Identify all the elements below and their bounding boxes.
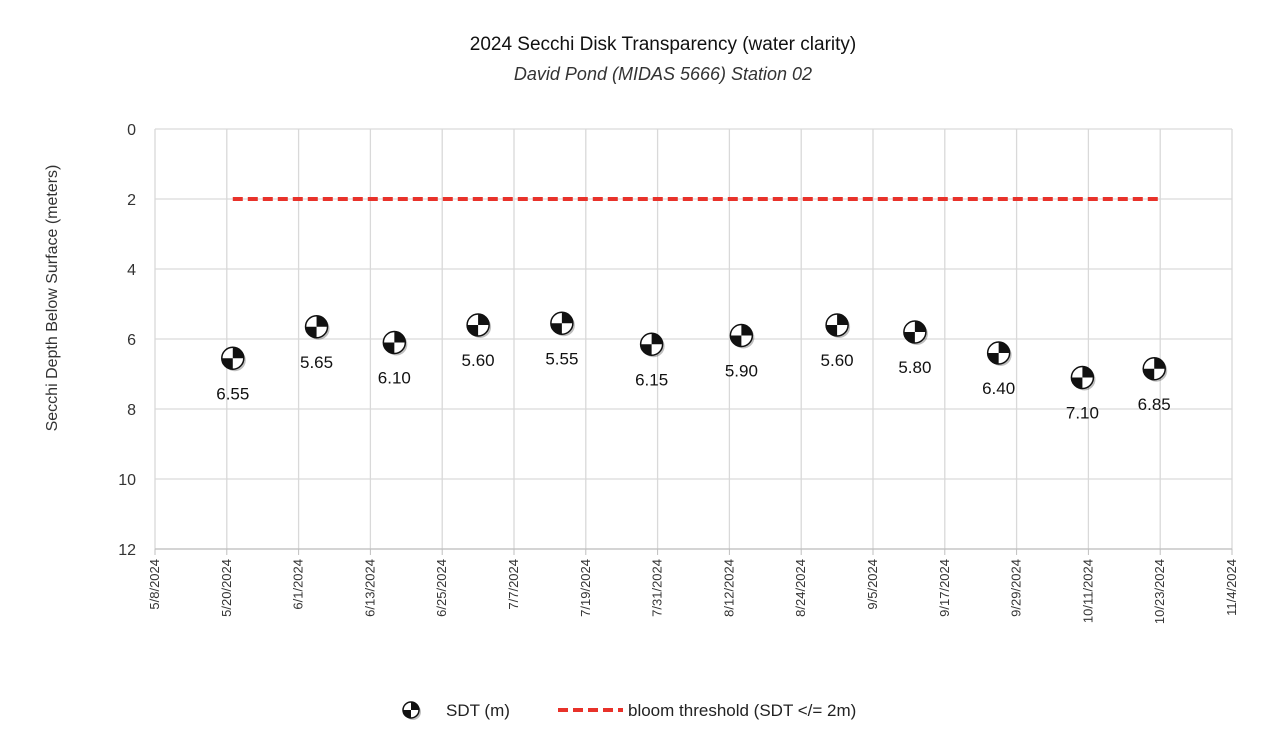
x-tick-label: 8/12/2024 xyxy=(721,559,736,617)
data-label: 5.55 xyxy=(545,349,578,368)
x-tick-label: 11/4/2024 xyxy=(1224,559,1239,616)
sdt-point xyxy=(639,332,665,358)
sdt-point xyxy=(903,320,928,345)
y-tick-label: 8 xyxy=(127,402,136,419)
x-tick-label: 9/5/2024 xyxy=(865,559,880,610)
y-tick-label: 10 xyxy=(118,472,136,489)
data-label: 5.65 xyxy=(300,353,333,372)
legend: SDT (m) bloom threshold (SDT </= 2m) xyxy=(402,701,856,720)
x-tick-label: 5/20/2024 xyxy=(219,559,234,617)
legend-marker-sdt xyxy=(402,701,421,720)
x-tick-label: 10/23/2024 xyxy=(1152,559,1167,624)
y-axis-ticks: 0 2 4 6 8 10 12 xyxy=(118,122,136,559)
data-label: 6.15 xyxy=(635,370,668,389)
data-label: 5.60 xyxy=(821,351,854,370)
sdt-point xyxy=(729,323,755,349)
x-axis-ticks: 5/8/2024 5/20/2024 6/1/2024 6/13/2024 6/25/2… xyxy=(147,559,1239,624)
x-tick-label: 6/13/2024 xyxy=(362,559,377,617)
y-tick-label: 6 xyxy=(127,332,136,349)
sdt-series xyxy=(221,311,1168,391)
x-tick-label: 9/29/2024 xyxy=(1009,559,1024,617)
x-tick-label: 9/17/2024 xyxy=(937,559,952,617)
y-tick-label: 0 xyxy=(127,122,136,139)
grid xyxy=(154,128,1233,555)
x-tick-label: 7/31/2024 xyxy=(650,559,665,617)
data-label: 5.90 xyxy=(725,362,758,381)
sdt-point xyxy=(550,311,575,337)
x-tick-label: 10/11/2024 xyxy=(1080,559,1095,623)
sdt-point xyxy=(1070,365,1096,391)
legend-disk-icon xyxy=(402,701,421,720)
data-label: 5.60 xyxy=(462,351,495,370)
data-label: 5.80 xyxy=(898,358,931,377)
y-tick-label: 2 xyxy=(127,192,136,209)
sdt-point xyxy=(1142,357,1168,382)
data-labels: 6.55 5.65 6.10 5.60 5.55 6.15 5.90 5.60 5.80 6.40… xyxy=(216,349,1171,422)
data-label: 7.10 xyxy=(1066,404,1099,423)
sdt-point xyxy=(382,330,408,356)
data-label: 6.55 xyxy=(216,384,249,403)
y-tick-label: 12 xyxy=(118,542,136,559)
x-tick-label: 8/24/2024 xyxy=(793,559,808,617)
x-tick-label: 7/19/2024 xyxy=(578,559,593,617)
y-tick-label: 4 xyxy=(127,262,136,279)
chart-subtitle: David Pond (MIDAS 5666) Station 02 xyxy=(514,64,812,84)
data-label: 6.10 xyxy=(378,369,411,388)
sdt-point xyxy=(304,315,330,340)
chart-title: 2024 Secchi Disk Transparency (water cla… xyxy=(470,34,856,55)
data-label: 6.40 xyxy=(982,379,1015,398)
x-tick-label: 7/7/2024 xyxy=(506,559,521,610)
sdt-point xyxy=(466,313,492,338)
sdt-point xyxy=(986,341,1012,366)
x-tick-label: 6/1/2024 xyxy=(291,559,306,610)
x-tick-label: 6/25/2024 xyxy=(434,559,449,617)
legend-label-threshold: bloom threshold (SDT </= 2m) xyxy=(628,701,856,720)
sdt-point xyxy=(825,313,851,338)
x-tick-label: 5/8/2024 xyxy=(147,559,162,610)
y-axis-label: Secchi Depth Below Surface (meters) xyxy=(44,165,61,432)
data-label: 6.85 xyxy=(1138,395,1171,414)
sdt-point xyxy=(221,346,246,372)
legend-label-sdt: SDT (m) xyxy=(446,701,510,720)
